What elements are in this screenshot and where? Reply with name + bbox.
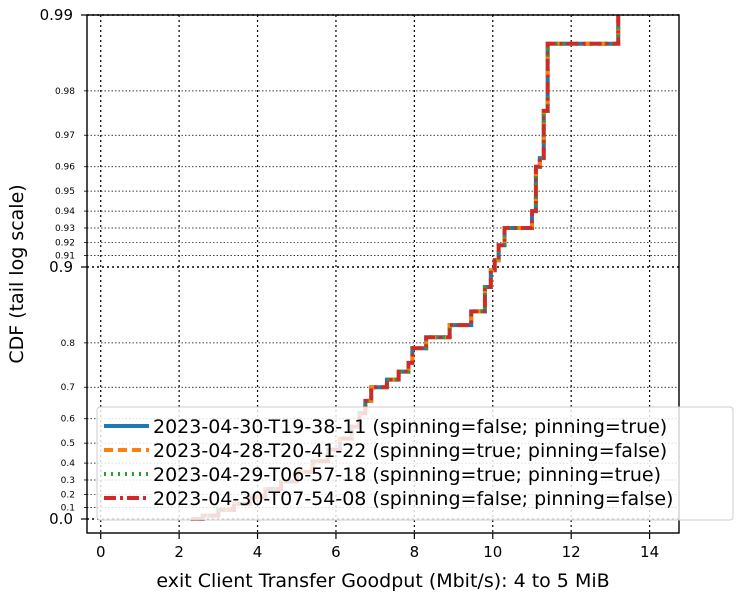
x-tick-label: 4 (253, 543, 263, 561)
legend-box (96, 406, 734, 521)
y-major-tick-label: 0.9 (49, 258, 73, 276)
y-major-tick-label: 0.0 (49, 510, 73, 528)
y-minor-tick-label: 0.96 (55, 163, 75, 173)
x-tick-label: 12 (562, 543, 581, 561)
y-minor-tick-label: 0.7 (61, 383, 75, 393)
y-minor-tick-label: 0.4 (61, 459, 76, 469)
y-minor-tick-label: 0.94 (55, 207, 75, 217)
x-tick-label: 0 (96, 543, 106, 561)
y-minor-tick-label: 0.8 (61, 339, 76, 349)
y-minor-tick-label: 0.98 (55, 87, 75, 97)
y-axis-label: CDF (tail log scale) (6, 184, 28, 363)
y-minor-tick-label: 0.91 (55, 251, 75, 261)
x-tick-label: 10 (483, 543, 502, 561)
y-major-tick-label: 0.99 (40, 6, 73, 24)
legend: 2023-04-30-T19-38-11 (spinning=false; pi… (96, 406, 734, 521)
y-minor-tick-label: 0.5 (61, 439, 75, 449)
x-tick-label: 14 (640, 543, 659, 561)
plot-frame (86, 14, 680, 534)
legend-label-2: 2023-04-28-T20-41-22 (spinning=true; pin… (153, 440, 667, 462)
legend-label-4: 2023-04-30-T07-54-08 (spinning=false; pi… (153, 488, 673, 510)
y-minor-tick-label: 0.97 (55, 131, 75, 141)
y-minor-tick-label: 0.92 (55, 239, 75, 249)
y-minor-tick-label: 0.6 (61, 415, 76, 425)
legend-label-1: 2023-04-30-T19-38-11 (spinning=false; pi… (153, 416, 667, 438)
x-tick-label: 6 (331, 543, 341, 561)
y-minor-tick-label: 0.93 (55, 224, 75, 234)
y-minor-tick-label: 0.3 (61, 476, 75, 486)
x-tick-label: 8 (410, 543, 420, 561)
x-tick-label: 2 (174, 543, 184, 561)
legend-label-3: 2023-04-29-T06-57-18 (spinning=true; pin… (153, 464, 661, 486)
axis-ticks: 0 2 4 6 8 10 12 140.10.20.30.40.50.60.70.80.910… (40, 6, 660, 561)
y-minor-tick-label: 0.95 (55, 187, 75, 197)
y-minor-tick-label: 0.2 (61, 491, 75, 501)
cdf-line-series-4 (190, 15, 621, 521)
y-minor-tick-label: 0.1 (61, 503, 75, 513)
x-axis-label: exit Client Transfer Goodput (Mbit/s): 4… (156, 570, 609, 592)
